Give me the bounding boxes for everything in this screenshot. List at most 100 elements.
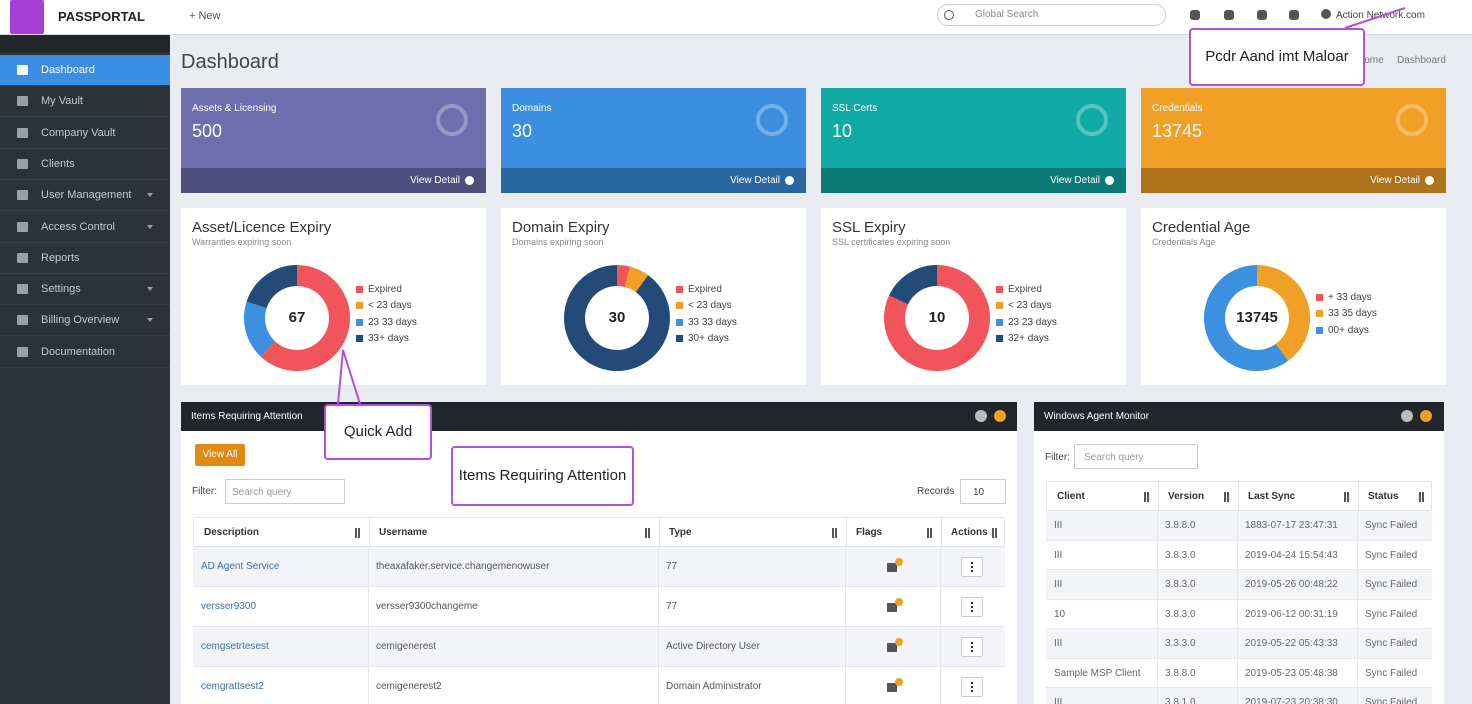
flag-badge: [895, 678, 903, 686]
column-header[interactable]: Last Sync: [1248, 491, 1296, 502]
donut-segment: [616, 265, 631, 288]
table-cell: Sync Failed: [1365, 579, 1418, 590]
column-header[interactable]: Description: [204, 527, 260, 538]
table-cell: 2019-07-23 20:38:30: [1245, 697, 1338, 704]
table-cell[interactable]: cemgsetrtesest: [201, 641, 269, 652]
flag-icon[interactable]: [887, 683, 897, 692]
nav-label: Company Vault: [41, 126, 116, 139]
dot: [971, 602, 973, 604]
actions-button[interactable]: [961, 597, 983, 617]
header-icon[interactable]: [1190, 10, 1200, 20]
nav-item[interactable]: Clients: [0, 149, 170, 180]
card-link-icon: [1105, 176, 1114, 185]
table-header: Description Username Type Flags Actions: [193, 517, 1005, 548]
card-title: Domains: [512, 103, 552, 114]
table-cell[interactable]: AD Agent Service: [201, 561, 280, 572]
table-cell: Sync Failed: [1365, 608, 1418, 620]
column-header[interactable]: Status: [1368, 491, 1399, 502]
card-title: Credentials: [1152, 103, 1203, 114]
flag-icon[interactable]: [887, 643, 897, 652]
panel-icon[interactable]: [1401, 410, 1413, 422]
panel-icon[interactable]: [975, 410, 987, 422]
search-box[interactable]: Global Search: [937, 4, 1166, 26]
nav-icon: [17, 127, 28, 138]
nav-item[interactable]: User Management: [0, 180, 170, 212]
actions-button[interactable]: [961, 677, 983, 697]
table-cell: cemigenerest: [376, 641, 437, 652]
flag-icon[interactable]: [887, 603, 897, 612]
legend-swatch: [356, 318, 363, 326]
logo: [10, 0, 44, 34]
dot: [971, 610, 973, 612]
table-cell: 3.3.3.0: [1165, 638, 1196, 649]
header-icon[interactable]: [1224, 10, 1234, 20]
nav-item[interactable]: Documentation: [0, 337, 170, 368]
card-link-icon: [785, 176, 794, 185]
table-header: Client Version Last Sync Status: [1046, 481, 1432, 512]
cell-divider: [1357, 511, 1358, 541]
filter-input[interactable]: Search query: [1074, 444, 1198, 469]
table-cell: 2019-05-26 00:48:22: [1245, 579, 1338, 590]
column-header[interactable]: Username: [379, 527, 428, 538]
card-footer[interactable]: View Detail: [501, 168, 806, 193]
legend-swatch: [356, 302, 363, 310]
table-cell[interactable]: versser9300: [201, 601, 257, 612]
column-header[interactable]: Actions: [951, 527, 988, 538]
legend-swatch: [676, 334, 683, 342]
legend-swatch: [1316, 310, 1323, 318]
panel-header: Windows Agent Monitor: [1034, 402, 1444, 431]
nav-item[interactable]: Access Control: [0, 212, 170, 243]
chart-subtitle: SSL certificates expiring soon: [832, 237, 951, 247]
stat-card: SSL Certs 10 View Detail: [821, 88, 1126, 193]
nav-item[interactable]: Settings: [0, 274, 170, 306]
filter-label: Filter:: [1045, 452, 1070, 463]
view-all-button[interactable]: View All: [195, 444, 245, 466]
nav-item[interactable]: Billing Overview: [0, 305, 170, 337]
nav-item[interactable]: Company Vault: [0, 118, 170, 149]
column-header[interactable]: Client: [1057, 491, 1085, 502]
new-button[interactable]: + New: [189, 10, 221, 22]
cell-divider: [1157, 658, 1158, 688]
dot: [971, 566, 973, 568]
chart-panel: Domain Expiry Domains expiring soon Expire…: [501, 208, 806, 385]
column-header[interactable]: Version: [1168, 491, 1205, 502]
card-footer[interactable]: View Detail: [181, 168, 486, 193]
chart-title: Credential Age: [1152, 219, 1251, 236]
filter-label: Filter:: [192, 486, 217, 497]
cell-divider: [1237, 570, 1238, 600]
cell-divider: [1357, 629, 1358, 659]
actions-button[interactable]: [961, 557, 983, 577]
records-select[interactable]: 10: [960, 479, 1006, 504]
nav-item[interactable]: Dashboard: [0, 55, 170, 86]
cell-divider: [1237, 511, 1238, 541]
nav-label: Billing Overview: [41, 314, 120, 327]
legend-label: < 23 days: [688, 300, 732, 312]
legend-label: < 23 days: [368, 300, 412, 312]
filter-input[interactable]: Search query: [225, 479, 345, 504]
panel-icon[interactable]: [1420, 410, 1432, 422]
cell-divider: [1357, 570, 1358, 600]
nav-arrow: [147, 287, 153, 292]
user-icon: [1321, 9, 1331, 19]
card-footer[interactable]: View Detail: [821, 168, 1126, 193]
column-header[interactable]: Flags: [856, 527, 883, 538]
header-icon[interactable]: [1289, 10, 1299, 20]
table-cell[interactable]: cemgrattsest2: [201, 681, 264, 692]
legend-swatch: [676, 286, 683, 293]
panel-icon[interactable]: [994, 410, 1006, 422]
card-footer[interactable]: View Detail: [1141, 168, 1446, 193]
nav-item[interactable]: Reports: [0, 243, 170, 274]
table-row: III 3.8.3.0 2019-05-26 00:48:22 Sync Failed: [1046, 570, 1432, 600]
flag-icon[interactable]: [887, 563, 897, 572]
breadcrumb-item[interactable]: Home: [1357, 55, 1384, 66]
nav-item[interactable]: My Vault: [0, 86, 170, 118]
legend-label: Expired: [1008, 284, 1042, 295]
nav-label: Settings: [41, 283, 81, 296]
column-header[interactable]: Type: [669, 527, 692, 538]
cell-divider: [940, 547, 941, 587]
header-icon[interactable]: [1257, 10, 1267, 20]
breadcrumb-item[interactable]: Dashboard: [1397, 55, 1446, 66]
actions-button[interactable]: [961, 637, 983, 657]
card-value: 13745: [1152, 121, 1203, 141]
